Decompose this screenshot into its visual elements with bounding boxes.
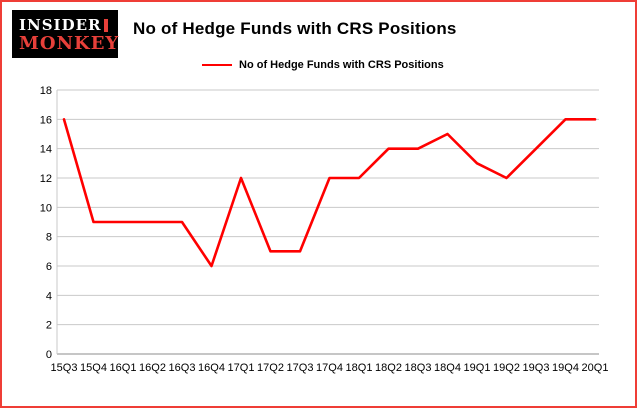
logo-insider-text: INSIDER	[19, 16, 111, 34]
x-tick-label: 18Q2	[375, 362, 402, 374]
x-tick-label: 19Q3	[523, 362, 550, 374]
x-tick-label: 16Q1	[110, 362, 137, 374]
x-tick-label: 17Q3	[287, 362, 314, 374]
x-tick-label: 19Q1	[464, 362, 491, 374]
logo-cursor-icon	[104, 18, 109, 32]
x-tick-label: 18Q1	[346, 362, 373, 374]
insider-monkey-logo: INSIDER MONKEY	[12, 10, 118, 58]
logo-insider-label: INSIDER	[19, 16, 102, 34]
x-tick-label: 15Q3	[51, 362, 78, 374]
y-tick-label: 12	[40, 173, 52, 185]
page-title: No of Hedge Funds with CRS Positions	[133, 19, 457, 38]
logo-monkey-text: MONKEY	[19, 33, 120, 54]
y-tick-label: 0	[46, 349, 52, 361]
legend: No of Hedge Funds with CRS Positions	[202, 59, 444, 71]
x-tick-label: 17Q2	[257, 362, 284, 374]
x-tick-label: 19Q4	[552, 362, 579, 374]
x-tick-label: 19Q2	[493, 362, 520, 374]
x-tick-label: 15Q4	[80, 362, 107, 374]
x-tick-label: 16Q2	[139, 362, 166, 374]
x-tick-label: 16Q3	[169, 362, 196, 374]
legend-line-swatch	[202, 64, 232, 66]
x-tick-label: 20Q1	[582, 362, 609, 374]
x-tick-label: 18Q3	[405, 362, 432, 374]
y-tick-label: 4	[46, 290, 52, 302]
y-tick-label: 8	[46, 232, 52, 244]
x-tick-label: 17Q1	[228, 362, 255, 374]
series-line	[62, 118, 597, 268]
x-tick-label: 16Q4	[198, 362, 225, 374]
legend-label: No of Hedge Funds with CRS Positions	[239, 59, 444, 71]
y-tick-label: 10	[40, 202, 52, 214]
y-tick-label: 14	[40, 144, 52, 156]
y-tick-label: 2	[46, 320, 52, 332]
y-tick-label: 18	[40, 85, 52, 97]
x-tick-label: 17Q4	[316, 362, 343, 374]
y-tick-label: 16	[40, 114, 52, 126]
x-tick-label: 18Q4	[434, 362, 461, 374]
y-tick-label: 6	[46, 261, 52, 273]
